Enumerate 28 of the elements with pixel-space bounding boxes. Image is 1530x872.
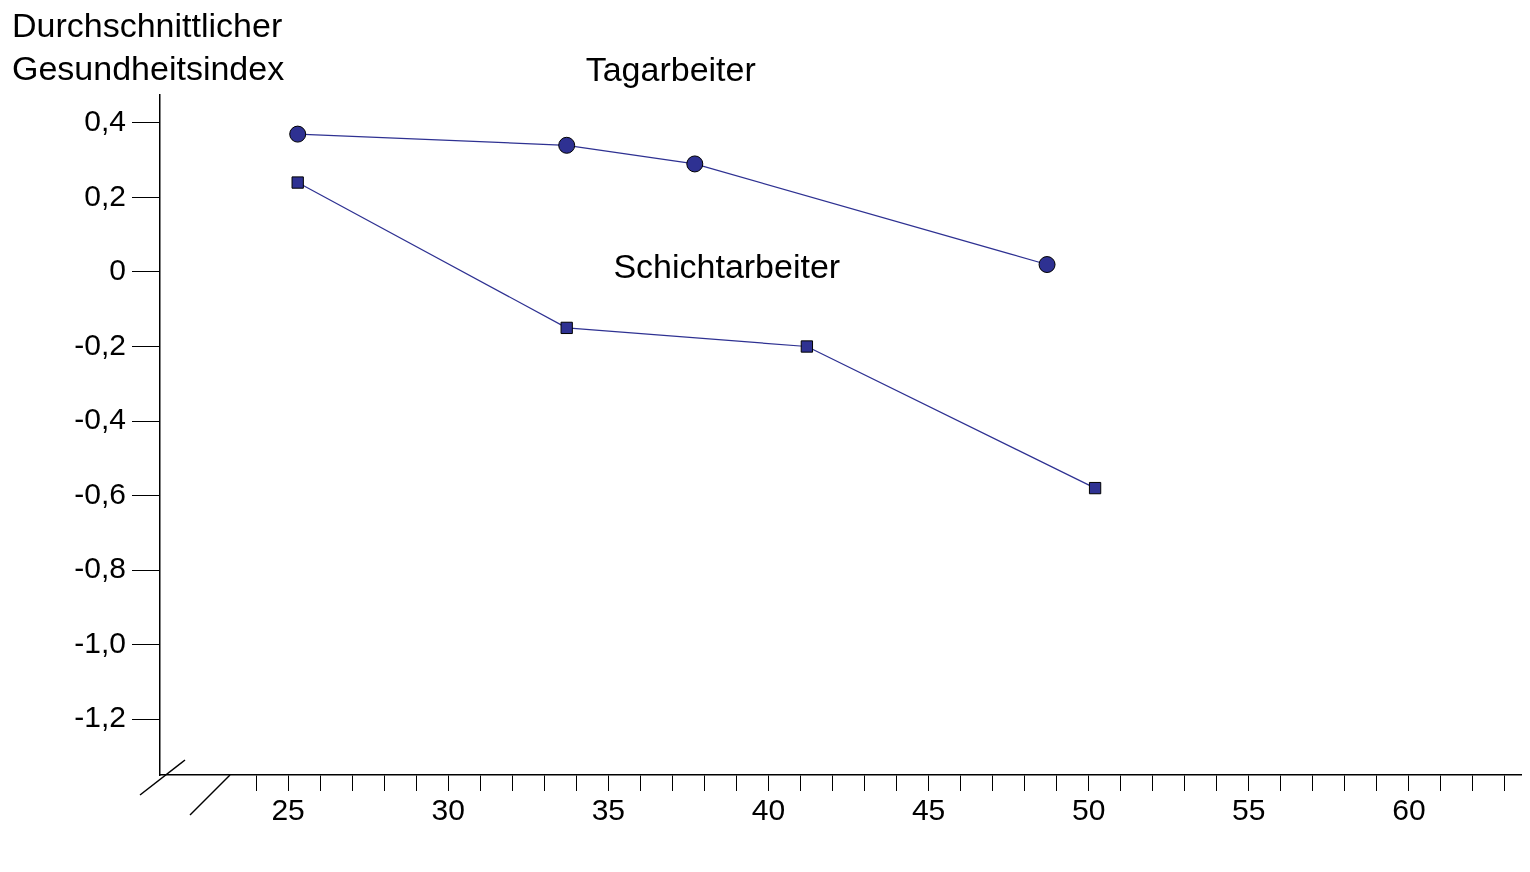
y-tick-label: -0,2: [74, 327, 126, 361]
x-tick-label: 55: [1232, 793, 1266, 827]
y-tick-label: -0,6: [74, 476, 126, 510]
point: [686, 155, 704, 173]
y-tick-label: 0,4: [84, 104, 126, 138]
point: [1038, 256, 1056, 274]
y-axis-title: Durchschnittlicher Gesundheitsindex: [12, 5, 286, 89]
y-tick-label: 0: [109, 253, 126, 287]
x-tick-label: 30: [431, 793, 465, 827]
y-tick-label: -1,2: [74, 700, 126, 734]
x-tick-label: 60: [1392, 793, 1426, 827]
y-tick-label: -0,4: [74, 402, 126, 436]
y-tick-label: -1,0: [74, 625, 126, 659]
y-tick-label: 0,2: [84, 178, 126, 212]
series-label: Schichtarbeiter: [613, 247, 841, 286]
x-tick-label: 50: [1071, 793, 1106, 827]
point: [291, 176, 304, 189]
x-tick-label: 35: [591, 793, 626, 827]
point: [558, 136, 576, 154]
point: [800, 340, 814, 353]
point: [289, 125, 307, 143]
x-tick-label: 45: [911, 793, 946, 827]
point: [1088, 481, 1102, 495]
y-tick-label: -0,8: [74, 551, 126, 585]
series-label: Tagarbeiter: [585, 49, 756, 88]
point: [560, 321, 573, 335]
x-tick-label: 25: [271, 793, 305, 827]
x-tick-label: 40: [751, 793, 786, 827]
